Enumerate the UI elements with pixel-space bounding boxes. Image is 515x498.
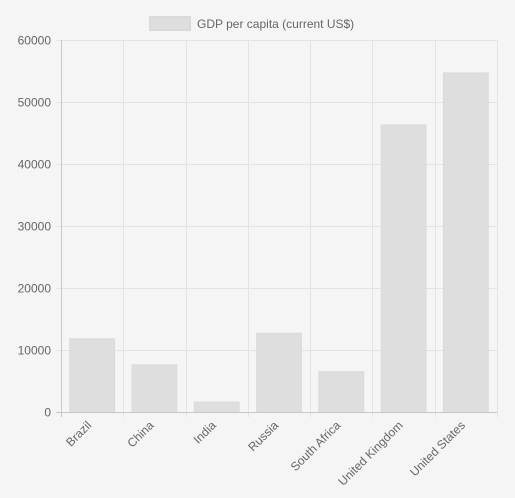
y-tick-label: 10000 — [18, 344, 52, 358]
x-tick-label: United States — [407, 418, 468, 479]
legend-label: GDP per capita (current US$) — [197, 17, 354, 31]
bar-india[interactable] — [193, 401, 240, 413]
grid-lines — [56, 40, 498, 417]
bar-south-africa[interactable] — [318, 371, 365, 413]
y-tick-label: 20000 — [18, 282, 52, 296]
y-tick-label: 30000 — [18, 220, 52, 234]
x-tick-label: Brazil — [63, 418, 94, 449]
legend-swatch — [149, 16, 191, 31]
bar-united-states[interactable] — [442, 72, 489, 413]
y-tick-label: 0 — [44, 406, 51, 420]
x-tick-label: China — [124, 418, 156, 450]
bar-brazil[interactable] — [69, 338, 116, 413]
legend[interactable]: GDP per capita (current US$) — [149, 16, 354, 31]
y-tick-label: 60000 — [18, 34, 52, 48]
bar-russia[interactable] — [256, 332, 302, 413]
x-tick-label: United Kingdom — [335, 418, 405, 488]
bar-china[interactable] — [131, 364, 178, 413]
axes — [56, 40, 497, 417]
y-tick-label: 40000 — [18, 158, 52, 172]
x-tick-label: India — [191, 418, 220, 447]
bars — [69, 72, 489, 413]
y-tick-label: 50000 — [18, 96, 52, 110]
x-tick-label: South Africa — [288, 418, 344, 474]
bar-united-kingdom[interactable] — [380, 124, 427, 413]
x-tick-label: Russia — [245, 418, 281, 454]
